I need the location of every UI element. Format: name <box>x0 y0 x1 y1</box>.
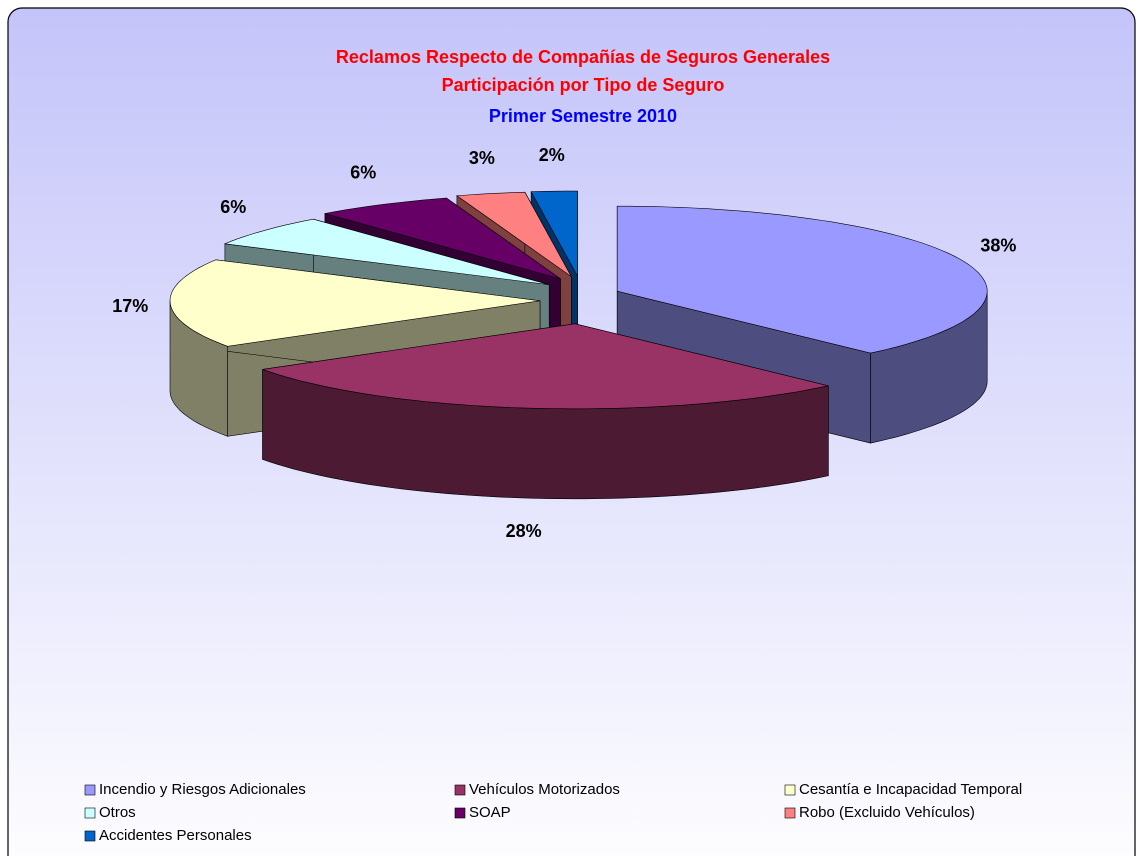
legend-label: Incendio y Riesgos Adicionales <box>99 781 306 798</box>
legend-swatch <box>784 784 796 796</box>
legend-label: Robo (Excluido Vehículos) <box>799 804 975 821</box>
data-label: 17% <box>112 296 148 316</box>
pie <box>169 190 988 500</box>
legend-label: Otros <box>99 804 136 821</box>
data-label: 6% <box>220 197 246 217</box>
legend-swatch <box>84 784 96 796</box>
legend-label: Cesantía e Incapacidad Temporal <box>799 781 1022 798</box>
data-label: 38% <box>980 236 1016 256</box>
legend-label: Accidentes Personales <box>99 827 252 844</box>
legend-swatch <box>84 807 96 819</box>
slice <box>262 323 829 410</box>
chart-title: Reclamos Respecto de Compañías de Seguro… <box>336 47 830 67</box>
slice <box>324 197 561 280</box>
legend-label: Vehículos Motorizados <box>469 781 620 798</box>
slice <box>223 218 550 285</box>
slice <box>530 190 578 277</box>
legend-swatch <box>784 807 796 819</box>
data-label: 28% <box>506 521 542 541</box>
data-label: 3% <box>469 148 495 168</box>
slice <box>456 191 572 277</box>
legend-label: SOAP <box>469 804 511 821</box>
legend-swatch <box>454 807 466 819</box>
chart-subtitle: Primer Semestre 2010 <box>489 106 677 126</box>
slice <box>169 259 541 347</box>
legend-swatch <box>84 830 96 842</box>
legend: Incendio y Riesgos Adicionales Vehículos … <box>84 781 1022 844</box>
data-label: 6% <box>350 163 376 183</box>
legend-swatch <box>454 784 466 796</box>
chart-title: Participación por Tipo de Seguro <box>442 75 725 95</box>
slice <box>616 205 988 354</box>
data-label: 2% <box>539 145 565 165</box>
